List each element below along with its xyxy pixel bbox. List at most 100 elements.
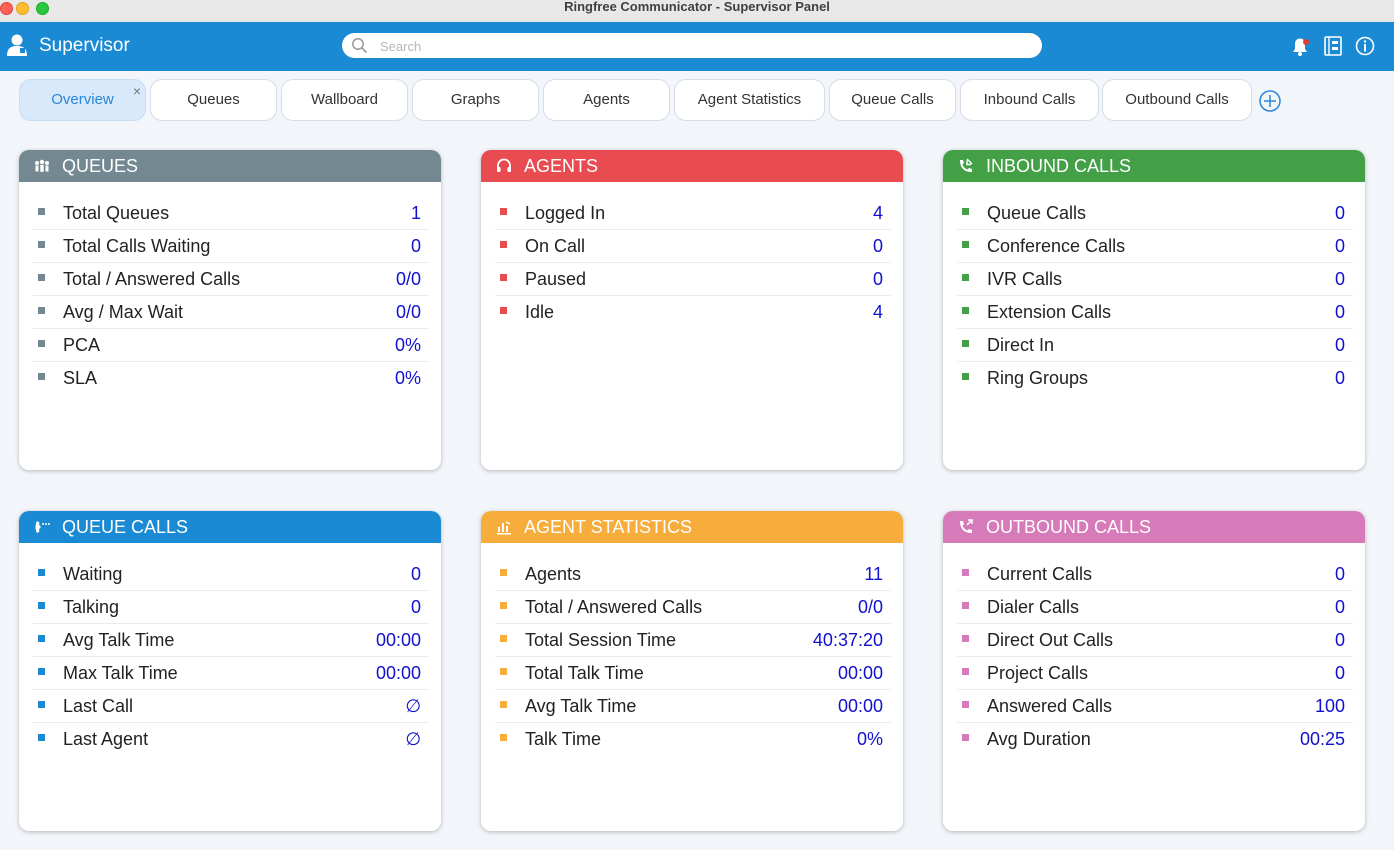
stat-label: Queue Calls xyxy=(987,203,1087,223)
tab-graphs[interactable]: Graphs xyxy=(412,79,539,121)
stat-label: Logged In xyxy=(525,203,606,223)
inbound-calls-stat-list: Queue Calls 0 Conference Calls 0 IVR Calls 0 E… xyxy=(957,197,1353,395)
bullet-icon xyxy=(500,307,507,314)
tab-outbound-calls[interactable]: Outbound Calls xyxy=(1102,79,1252,121)
bullet-icon xyxy=(38,307,45,314)
stat-value: 0 xyxy=(410,564,421,584)
stat-value: 0 xyxy=(410,597,421,617)
stat-row: Conference Calls 0 xyxy=(957,230,1353,263)
window-minimize-button[interactable] xyxy=(16,2,29,15)
bullet-icon xyxy=(38,373,45,380)
bullet-icon xyxy=(38,208,45,215)
app-header: Supervisor xyxy=(0,22,1394,71)
bullet-icon xyxy=(962,668,969,675)
agent-statistics-card-header: AGENT STATISTICS xyxy=(481,511,903,543)
stat-row: Total Calls Waiting 0 xyxy=(33,230,429,263)
stat-value: 11 xyxy=(864,564,883,584)
window-close-button[interactable] xyxy=(0,2,13,15)
stat-row: Total Queues 1 xyxy=(33,197,429,230)
stat-value: 0/0 xyxy=(395,302,421,322)
search-input[interactable] xyxy=(378,36,1022,56)
outbound-calls-card-header: OUTBOUND CALLS xyxy=(943,511,1365,543)
stat-value: 0 xyxy=(1334,564,1345,584)
stat-label: Avg Duration xyxy=(987,729,1091,749)
stat-value: 0 xyxy=(1334,269,1345,289)
stat-row: Last Call ∅ xyxy=(33,690,429,723)
bullet-icon xyxy=(500,274,507,281)
stat-label: Project Calls xyxy=(987,663,1089,683)
stat-label: Direct In xyxy=(987,335,1055,355)
inbound-calls-card: INBOUND CALLS Queue Calls 0 Conference Cal… xyxy=(943,150,1365,470)
tab-agent-statistics[interactable]: Agent Statistics xyxy=(674,79,825,121)
window-titlebar: Ringfree Communicator - Supervisor Panel xyxy=(0,0,1394,23)
people-icon xyxy=(35,159,49,172)
tab-queues[interactable]: Queues xyxy=(150,79,277,121)
stat-value: 0/0 xyxy=(857,597,883,617)
stat-value: 0 xyxy=(1334,236,1345,256)
stat-label: Avg Talk Time xyxy=(63,630,175,650)
bullet-icon xyxy=(962,373,969,380)
bullet-icon xyxy=(38,668,45,675)
stat-label: PCA xyxy=(63,335,101,355)
bullet-icon xyxy=(962,602,969,609)
notification-bell-icon[interactable] xyxy=(1289,35,1311,57)
stat-row: Max Talk Time 00:00 xyxy=(33,657,429,690)
stat-label: Current Calls xyxy=(987,564,1093,584)
stat-value: 0/0 xyxy=(395,269,421,289)
bullet-icon xyxy=(962,241,969,248)
tab-queue-calls[interactable]: Queue Calls xyxy=(829,79,956,121)
agent-statistics-card: AGENT STATISTICS Agents 11 Total / Answere… xyxy=(481,511,903,831)
tab-label: Outbound Calls xyxy=(1125,91,1229,108)
stat-row: Talking 0 xyxy=(33,591,429,624)
stat-row: Ring Groups 0 xyxy=(957,362,1353,395)
stat-row: Answered Calls 100 xyxy=(957,690,1353,723)
stat-label: Agents xyxy=(525,564,582,584)
card-title: OUTBOUND CALLS xyxy=(986,517,1152,537)
add-tab-icon[interactable] xyxy=(1258,89,1282,113)
queues-card-header: QUEUES xyxy=(19,150,441,182)
stat-label: Talk Time xyxy=(525,729,602,749)
window-maximize-button[interactable] xyxy=(36,2,49,15)
tab-wallboard[interactable]: Wallboard xyxy=(281,79,408,121)
stat-row: Extension Calls 0 xyxy=(957,296,1353,329)
stat-row: Avg Duration 00:25 xyxy=(957,723,1353,756)
tab-label: Agents xyxy=(583,91,630,108)
bullet-icon xyxy=(38,635,45,642)
stat-value: 00:25 xyxy=(1299,729,1345,749)
tab-inbound-calls[interactable]: Inbound Calls xyxy=(960,79,1099,121)
stat-label: Conference Calls xyxy=(987,236,1126,256)
bullet-icon xyxy=(38,734,45,741)
stat-row: Total Talk Time 00:00 xyxy=(495,657,891,690)
stat-label: Ring Groups xyxy=(987,368,1089,388)
stat-label: Avg / Max Wait xyxy=(63,302,184,322)
info-icon[interactable] xyxy=(1354,35,1376,57)
bullet-icon xyxy=(962,734,969,741)
stat-label: SLA xyxy=(63,368,98,388)
stat-label: Talking xyxy=(63,597,120,617)
tab-label: Graphs xyxy=(450,91,501,108)
bullet-icon xyxy=(500,734,507,741)
inbound-calls-card-header: INBOUND CALLS xyxy=(943,150,1365,182)
phonebook-icon[interactable] xyxy=(1322,35,1344,57)
close-tab-icon[interactable]: × xyxy=(132,83,141,99)
stat-value: 40:37:20 xyxy=(812,630,883,650)
phone-incoming-icon xyxy=(960,158,973,172)
stat-label: Idle xyxy=(525,302,555,322)
queues-card: QUEUES Total Queues 1 Total Calls Waiting 0… xyxy=(19,150,441,470)
search-bar[interactable] xyxy=(342,33,1042,58)
tab-overview[interactable]: Overview × xyxy=(19,79,146,121)
bullet-icon xyxy=(38,602,45,609)
stat-label: Last Call xyxy=(63,696,134,716)
bullet-icon xyxy=(500,701,507,708)
stat-label: Paused xyxy=(525,269,587,289)
stat-label: Avg Talk Time xyxy=(525,696,637,716)
stat-value: 0 xyxy=(1334,335,1345,355)
stat-value: 1 xyxy=(410,203,421,223)
stat-label: Extension Calls xyxy=(987,302,1112,322)
stat-value: 0 xyxy=(872,269,883,289)
stat-value: 4 xyxy=(872,302,883,322)
stat-value: 0% xyxy=(394,335,421,355)
stat-label: IVR Calls xyxy=(987,269,1063,289)
stat-value: 00:00 xyxy=(375,663,421,683)
tab-agents[interactable]: Agents xyxy=(543,79,670,121)
